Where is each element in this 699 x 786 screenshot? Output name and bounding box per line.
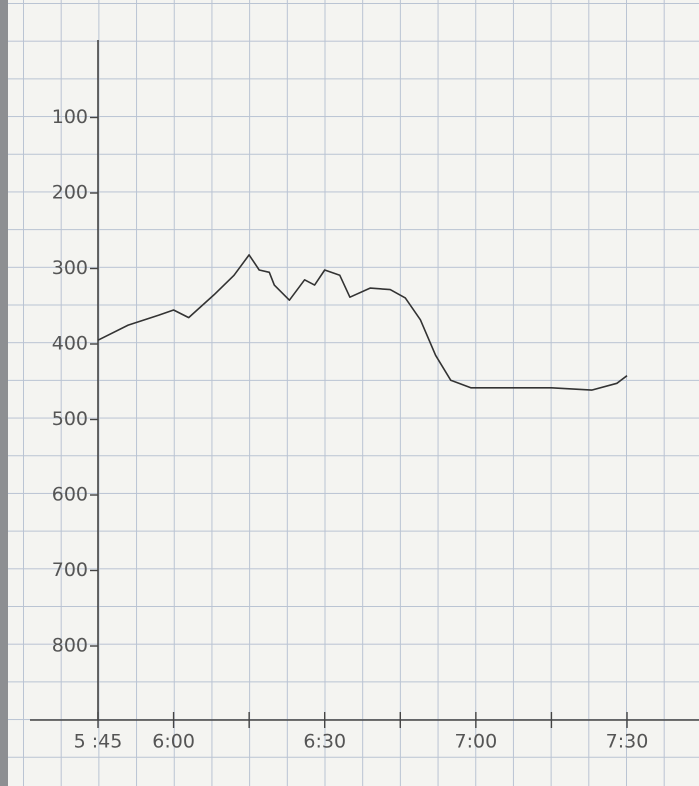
x-tick-label: 6:30: [303, 731, 346, 753]
paper-edge: [0, 0, 8, 786]
x-tick-label: 7:30: [606, 731, 649, 753]
y-tick-label: 800: [52, 635, 88, 657]
y-tick-label: 500: [52, 408, 88, 430]
y-tick-label: 700: [52, 559, 88, 581]
y-tick-label: 300: [52, 257, 88, 279]
y-tick-label: 400: [52, 333, 88, 355]
x-tick-label: 6:00: [152, 731, 195, 753]
data-line: [97, 254, 628, 391]
y-tick-label: 200: [52, 182, 88, 204]
x-tick-label: 5 :45: [74, 731, 123, 753]
y-tick-label: 100: [52, 106, 88, 128]
y-tick-label: 600: [52, 484, 88, 506]
x-tick-label: 7:00: [455, 731, 498, 753]
